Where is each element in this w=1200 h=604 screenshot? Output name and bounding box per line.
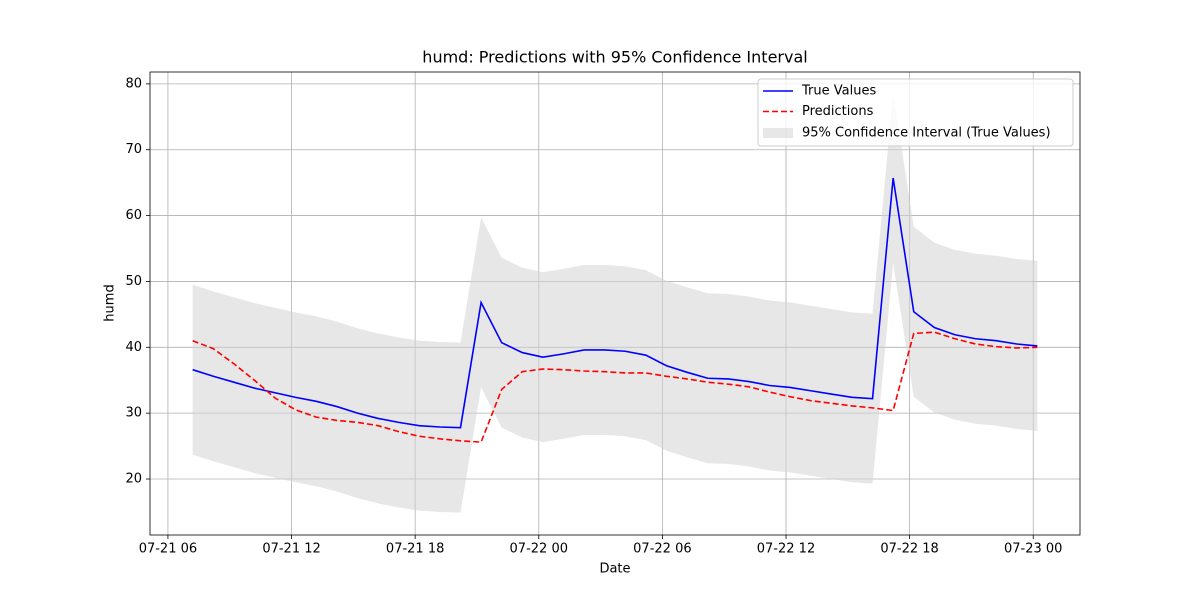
legend-label: True Values (801, 84, 876, 99)
y-axis-label: humd (103, 284, 118, 321)
confidence-band (192, 93, 1038, 513)
y-tick-label: 60 (125, 208, 142, 223)
y-tick-label: 70 (125, 142, 142, 157)
x-tick-label: 07-21 12 (262, 542, 320, 557)
x-tick-label: 07-22 06 (633, 542, 691, 557)
x-tick-label: 07-21 06 (139, 542, 197, 557)
series-line (192, 331, 1038, 443)
x-axis-label: Date (599, 562, 630, 577)
legend-label: 95% Confidence Interval (True Values) (802, 126, 1051, 141)
legend-box (757, 78, 1074, 147)
x-tick-label: 07-22 18 (880, 542, 938, 557)
x-tick-label: 07-22 12 (757, 542, 815, 557)
legend-swatch (763, 128, 793, 138)
y-tick-label: 80 (125, 76, 142, 91)
x-tick-label: 07-22 00 (510, 542, 568, 557)
series-line (192, 177, 1038, 429)
y-tick-label: 40 (125, 340, 142, 355)
x-tick-label: 07-21 18 (386, 542, 444, 557)
x-tick-label: 07-23 00 (1004, 542, 1062, 557)
y-tick-label: 50 (125, 274, 142, 289)
plot-frame (149, 71, 1081, 536)
legend-label: Predictions (802, 104, 874, 119)
chart-title: humd: Predictions with 95% Confidence In… (422, 48, 807, 67)
y-tick-label: 20 (125, 472, 142, 487)
y-tick-label: 30 (125, 406, 142, 421)
